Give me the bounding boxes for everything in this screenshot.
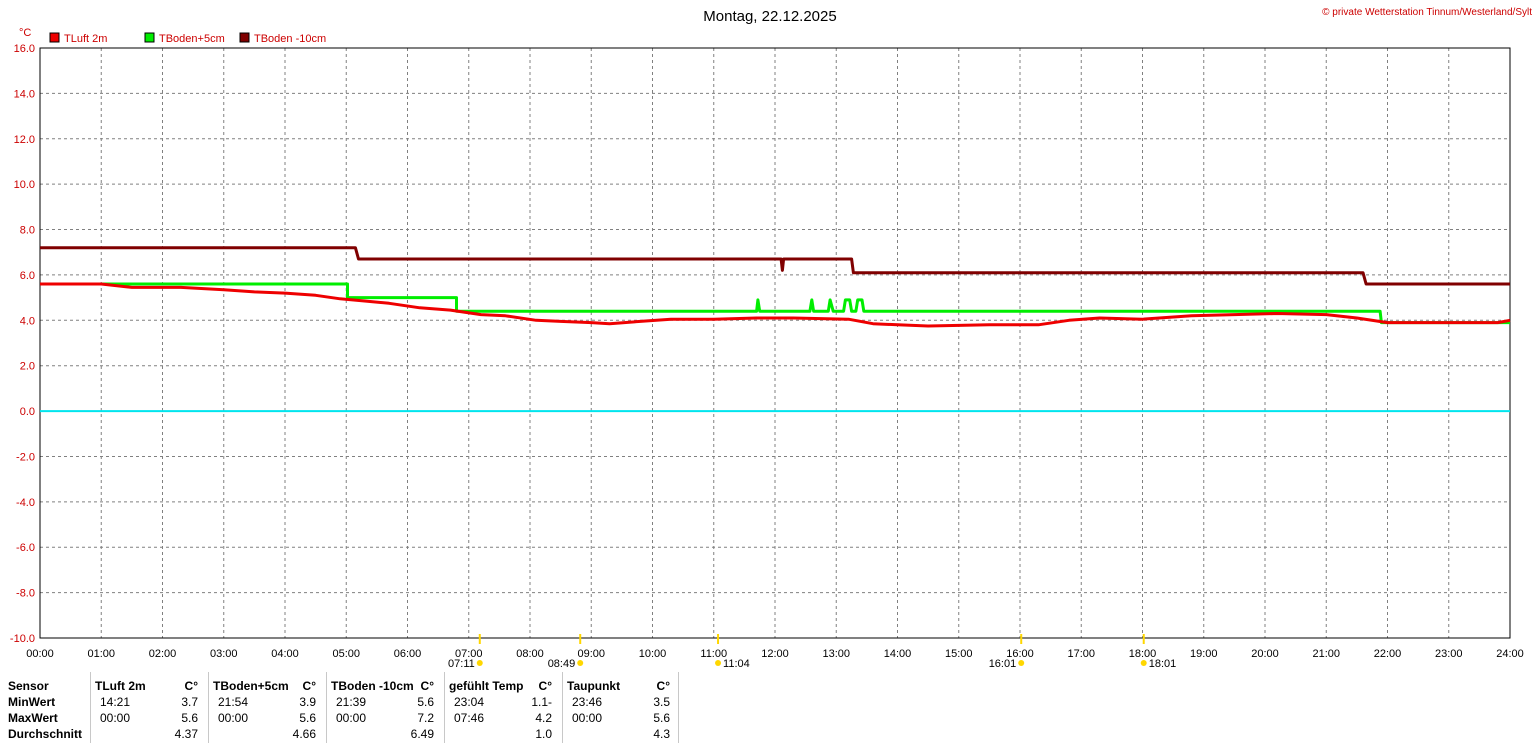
row-label-sensor: Sensor (8, 679, 49, 693)
x-tick-label: 14:00 (884, 648, 912, 660)
x-tick-label: 03:00 (210, 648, 238, 660)
sun-marker-label: 07:11 (448, 658, 475, 670)
stat-max-time: 00:00 (218, 711, 249, 725)
x-tick-label: 13:00 (822, 648, 850, 660)
stat-column-header: Taupunkt (567, 679, 621, 693)
column-divider (562, 672, 563, 743)
x-tick-label: 23:00 (1435, 648, 1463, 660)
sun-marker-icon (1018, 660, 1025, 666)
x-tick-label: 04:00 (271, 648, 299, 660)
legend-swatch (239, 32, 250, 43)
column-divider (444, 672, 445, 743)
x-tick-label: 09:00 (577, 648, 605, 660)
series-line-tluft-2m (40, 282, 1511, 328)
y-tick-label: 14.0 (14, 88, 35, 100)
x-tick-label: 10:00 (639, 648, 667, 660)
legend-swatch (144, 32, 155, 43)
y-tick-label: -4.0 (16, 497, 35, 509)
stat-min-time: 21:39 (336, 695, 367, 709)
x-tick-label: 12:00 (761, 648, 789, 660)
x-tick-label: 07:00 (455, 648, 483, 660)
x-tick-label: 02:00 (149, 648, 177, 660)
column-divider (678, 672, 679, 743)
stat-column-header: TBoden -10cm (331, 679, 414, 693)
x-tick-label: 00:00 (26, 648, 54, 660)
column-divider (326, 672, 327, 743)
y-tick-label: -2.0 (16, 451, 35, 463)
stat-column-header: TBoden+5cm (213, 679, 289, 693)
stat-min-time: 14:21 (100, 695, 131, 709)
statistics-table: Sensor MinWert MaxWert Durchschnitt TLuf… (0, 672, 680, 743)
x-tick-label: 18:00 (1129, 648, 1157, 660)
stat-column-header: gefühlt Temp (449, 679, 524, 693)
y-unit-label: °C (19, 27, 31, 39)
sun-marker-label: 08:49 (548, 658, 576, 670)
chart-title: Montag, 22.12.2025 (703, 8, 836, 25)
sun-marker-label: 18:01 (1149, 658, 1177, 670)
x-tick-label: 11:00 (700, 648, 727, 660)
y-tick-label: 8.0 (20, 225, 35, 237)
y-tick-label: 16.0 (14, 43, 35, 55)
sun-marker-label: 16:01 (989, 658, 1017, 670)
sun-marker-icon (577, 660, 584, 666)
legend-label: TBoden -10cm (254, 33, 326, 45)
stat-max-time: 00:00 (100, 711, 131, 725)
legend-swatch (49, 32, 60, 43)
x-tick-label: 05:00 (332, 648, 360, 660)
sun-marker-icon (1140, 660, 1147, 666)
x-tick-label: 15:00 (945, 648, 973, 660)
stat-min-time: 23:46 (572, 695, 603, 709)
x-tick-label: 16:00 (1006, 648, 1034, 660)
x-tick-label: 21:00 (1312, 648, 1340, 660)
y-tick-label: 4.0 (20, 315, 35, 327)
y-tick-label: 6.0 (20, 270, 35, 282)
stat-max-time: 07:46 (454, 711, 485, 725)
column-divider (90, 672, 91, 743)
row-label-min: MinWert (8, 695, 56, 709)
stat-column-header: TLuft 2m (95, 679, 146, 693)
x-tick-label: 06:00 (394, 648, 422, 660)
y-tick-label: -10.0 (10, 633, 35, 645)
legend-label: TBoden+5cm (159, 33, 225, 45)
x-tick-label: 19:00 (1190, 648, 1218, 660)
stat-min-time: 21:54 (218, 695, 249, 709)
temperature-chart: Montag, 22.12.2025 © private Wetterstatio… (10, 7, 1532, 670)
x-tick-label: 24:00 (1496, 648, 1524, 660)
copyright-text: © private Wetterstation Tinnum/Westerlan… (1322, 7, 1532, 18)
sun-marker-icon (715, 660, 722, 666)
x-tick-label: 22:00 (1374, 648, 1402, 660)
column-divider (208, 672, 209, 743)
x-tick-label: 08:00 (516, 648, 544, 660)
row-label-average: Durchschnitt (8, 727, 83, 741)
y-tick-label: 10.0 (14, 179, 35, 191)
stat-max-time: 00:00 (336, 711, 367, 725)
x-tick-label: 20:00 (1251, 648, 1279, 660)
series-line-tboden-minus10cm (40, 246, 1510, 286)
stat-min-time: 23:04 (454, 695, 485, 709)
x-tick-label: 01:00 (87, 648, 115, 660)
plot-frame (39, 47, 1511, 639)
legend-label: TLuft 2m (64, 33, 107, 45)
y-tick-label: 2.0 (20, 361, 35, 373)
y-tick-label: -8.0 (16, 588, 35, 600)
sun-marker-icon (476, 660, 483, 666)
row-label-max: MaxWert (8, 711, 58, 725)
sun-marker-label: 11:04 (723, 658, 750, 670)
x-tick-label: 17:00 (1067, 648, 1095, 660)
y-tick-label: 12.0 (14, 134, 35, 146)
y-tick-label: 0.0 (20, 406, 35, 418)
stat-max-time: 00:00 (572, 711, 603, 725)
y-tick-label: -6.0 (16, 542, 35, 554)
